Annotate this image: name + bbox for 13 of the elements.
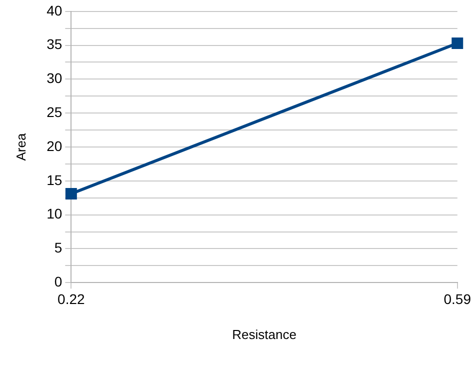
x-tick-label: 0.22 (58, 290, 86, 307)
y-tick-label: 0 (54, 273, 62, 290)
y-tick-label: 20 (46, 138, 62, 154)
y-tick-label: 15 (46, 172, 62, 188)
y-axis-title: Area (13, 132, 28, 161)
y-tick-label: 30 (46, 70, 62, 86)
y-tick-label: 5 (54, 240, 62, 256)
x-axis-title: Resistance (232, 326, 296, 342)
y-tick-label: 35 (46, 36, 62, 52)
y-tick-label: 40 (46, 2, 62, 18)
y-tick-label: 25 (46, 104, 62, 120)
y-tick-label: 10 (46, 206, 62, 222)
x-tick-label: 0.59 (444, 290, 472, 307)
